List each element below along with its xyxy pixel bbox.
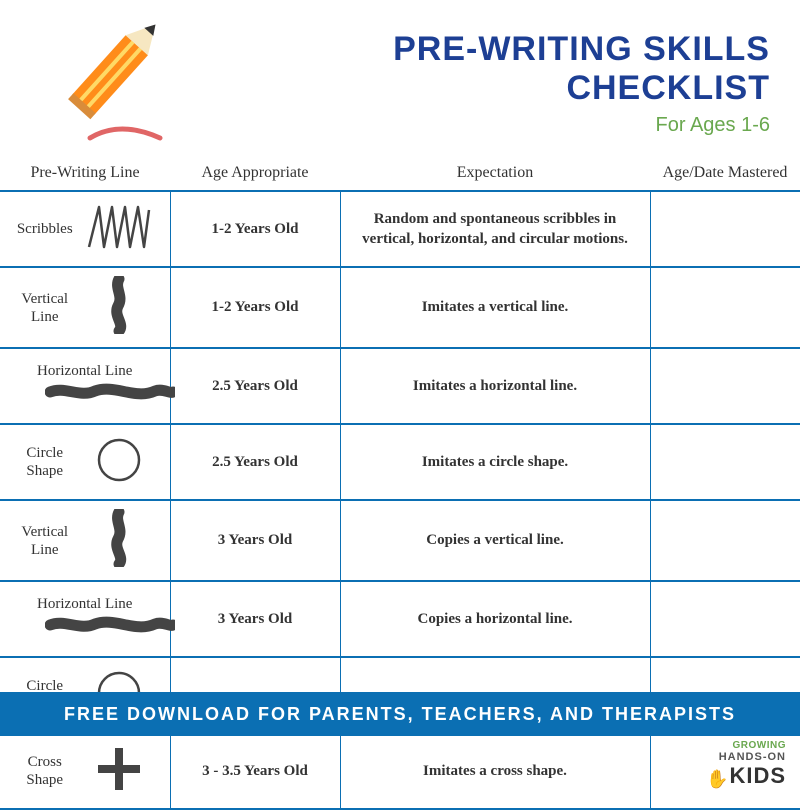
scribble-icon: [79, 202, 159, 257]
age-cell: 1-2 Years Old: [170, 267, 340, 348]
page-title: PRE-WRITING SKILLS CHECKLIST: [190, 30, 770, 108]
circle-icon: [79, 435, 159, 490]
download-banner: FREE DOWNLOAD FOR PARENTS, TEACHERS, AND…: [0, 692, 800, 736]
expectation-cell: Copies a horizontal line.: [340, 581, 650, 657]
age-cell: 2.5 Years Old: [170, 424, 340, 500]
expectation-cell: Imitates a circle shape.: [340, 424, 650, 500]
vline-icon: [79, 509, 159, 572]
table-row: Horizontal Line3 Years OldCopies a horiz…: [0, 581, 800, 657]
vline-icon: [79, 276, 159, 339]
table-row: Circle Shape 2.5 Years OldImitates a circ…: [0, 424, 800, 500]
line-label: Scribbles: [11, 220, 79, 238]
logo-line3: ✋KIDS: [666, 763, 786, 790]
mastered-cell[interactable]: [650, 191, 800, 267]
table-header-row: Pre-Writing Line Age Appropriate Expecta…: [0, 160, 800, 191]
mastered-cell[interactable]: [650, 348, 800, 424]
logo-line1: GROWING: [666, 740, 786, 751]
col-line: Pre-Writing Line: [0, 160, 170, 191]
expectation-cell: Random and spontaneous scribbles in vert…: [340, 191, 650, 267]
col-expectation: Expectation: [340, 160, 650, 191]
hline-icon: [45, 613, 125, 642]
age-cell: 1-2 Years Old: [170, 191, 340, 267]
title-block: PRE-WRITING SKILLS CHECKLIST For Ages 1-…: [190, 20, 770, 137]
mastered-cell[interactable]: [650, 424, 800, 500]
mastered-cell[interactable]: [650, 267, 800, 348]
col-age: Age Appropriate: [170, 160, 340, 191]
header: PRE-WRITING SKILLS CHECKLIST For Ages 1-…: [0, 0, 800, 160]
table-row: Vertical Line 3 Years OldCopies a vertica…: [0, 500, 800, 581]
age-cell: 3 Years Old: [170, 581, 340, 657]
expectation-cell: Imitates a vertical line.: [340, 267, 650, 348]
logo-line2: HANDS-ON: [666, 751, 786, 763]
age-cell: 3 - 3.5 Years Old: [170, 733, 340, 809]
table-row: Scribbles 1-2 Years OldRandom and spontan…: [0, 191, 800, 267]
table-row: Vertical Line 1-2 Years OldImitates a ver…: [0, 267, 800, 348]
mastered-cell[interactable]: [650, 581, 800, 657]
col-mastered: Age/Date Mastered: [650, 160, 800, 191]
line-label: Circle Shape: [11, 444, 79, 480]
table-row: Horizontal Line2.5 Years OldImitates a h…: [0, 348, 800, 424]
line-label: Vertical Line: [11, 523, 79, 559]
mastered-cell[interactable]: [650, 500, 800, 581]
cross-icon: [79, 744, 159, 799]
hand-icon: ✋: [706, 769, 729, 789]
expectation-cell: Imitates a cross shape.: [340, 733, 650, 809]
page-subtitle: For Ages 1-6: [190, 114, 770, 137]
line-label: Cross Shape: [11, 753, 79, 789]
brand-logo: GROWING HANDS-ON ✋KIDS: [666, 740, 786, 790]
age-cell: 2.5 Years Old: [170, 348, 340, 424]
age-cell: 3 Years Old: [170, 500, 340, 581]
pencil-icon: [30, 20, 190, 150]
hline-icon: [45, 380, 125, 409]
expectation-cell: Imitates a horizontal line.: [340, 348, 650, 424]
line-label: Vertical Line: [11, 290, 79, 326]
expectation-cell: Copies a vertical line.: [340, 500, 650, 581]
